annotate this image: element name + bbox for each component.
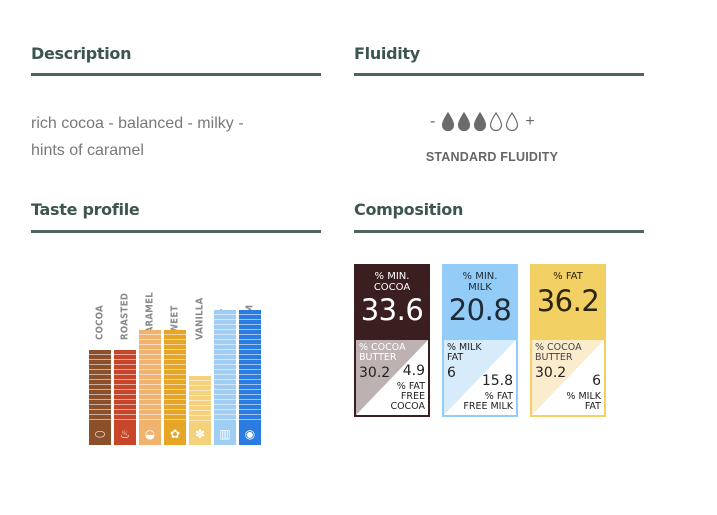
taste-label-cocoa: COCOA bbox=[94, 305, 106, 340]
drop-empty-icon bbox=[490, 112, 503, 132]
cocoa-value: 33.6 bbox=[360, 293, 424, 327]
vanilla-flower-icon: ✽ bbox=[189, 423, 211, 445]
description-heading: Description bbox=[31, 44, 132, 63]
fluidity-heading: Fluidity bbox=[354, 44, 420, 63]
taste-bar-vanilla bbox=[189, 376, 211, 424]
fat-free-milk-label-1: % FAT bbox=[484, 391, 513, 402]
fat-free-milk-label-2: FREE MILK bbox=[463, 401, 513, 412]
milk-glass-icon: ▥ bbox=[214, 423, 236, 445]
fat-free-cocoa-value: 4.9 bbox=[402, 363, 425, 379]
drop-empty-icon bbox=[506, 112, 519, 132]
fluidity-divider bbox=[354, 73, 644, 76]
flame-icon: ♨ bbox=[114, 423, 136, 445]
taste-bar-cream bbox=[239, 310, 261, 424]
description-divider bbox=[31, 73, 321, 76]
milk-label-1: % MIN. bbox=[462, 271, 498, 282]
taste-bar-milky bbox=[214, 310, 236, 424]
cocoa-butter-value: 30.2 bbox=[359, 365, 391, 381]
composition-fat-card: % FAT 36.2 % COCOA BUTTER 30.2 6 % MILK F… bbox=[530, 264, 606, 417]
description-line-1: rich cocoa - balanced - milky - bbox=[31, 115, 244, 132]
fluidity-scale: - + bbox=[426, 112, 539, 132]
fluidity-plus: + bbox=[525, 113, 535, 130]
fat-milk-fat-label-1: % MILK bbox=[566, 391, 601, 402]
cocoa-butter-label-2: BUTTER bbox=[359, 352, 397, 363]
fluidity-drops bbox=[441, 112, 519, 132]
taste-bar-caramel bbox=[139, 330, 161, 424]
candy-icon: ✿ bbox=[164, 423, 186, 445]
fat-cocoa-butter-label-2: BUTTER bbox=[535, 352, 573, 363]
milk-fat-value: 6 bbox=[447, 365, 456, 381]
drop-filled-icon bbox=[458, 112, 471, 132]
taste-label-vanilla: VANILLA bbox=[194, 297, 206, 340]
taste-bar-roasted bbox=[114, 350, 136, 424]
fat-label: % FAT bbox=[553, 271, 583, 282]
cocoa-butter-label-1: % COCOA bbox=[359, 342, 406, 353]
fat-free-cocoa-label-1: % FAT bbox=[396, 381, 425, 392]
fat-cocoa-butter-value: 30.2 bbox=[535, 365, 567, 381]
milk-label-2: MILK bbox=[468, 282, 492, 293]
fluidity-label: STANDARD FLUIDITY bbox=[425, 150, 559, 164]
description-line-2: hints of caramel bbox=[31, 142, 144, 159]
milk-fat-label-1: % MILK bbox=[447, 342, 482, 353]
cream-icon: ◉ bbox=[239, 423, 261, 445]
taste-profile-divider bbox=[31, 230, 321, 233]
drop-filled-icon bbox=[442, 112, 455, 132]
fat-milk-fat-label-2: FAT bbox=[584, 401, 601, 412]
composition-heading: Composition bbox=[354, 200, 464, 219]
cocoa-label-2: COCOA bbox=[373, 282, 411, 293]
composition-divider bbox=[354, 230, 644, 233]
cocoa-bean-icon: ⬭ bbox=[89, 423, 111, 445]
fluidity-minus: - bbox=[430, 113, 436, 130]
milk-value: 20.8 bbox=[448, 293, 512, 327]
drop-filled-icon bbox=[474, 112, 487, 132]
fat-free-cocoa-label-2: FREE bbox=[400, 391, 425, 402]
fat-cocoa-butter-label-1: % COCOA bbox=[535, 342, 582, 353]
taste-bar-sweet bbox=[164, 330, 186, 424]
cocoa-label-1: % MIN. bbox=[374, 271, 410, 282]
fat-milk-fat-value: 6 bbox=[592, 373, 601, 389]
milk-fat-label-2: FAT bbox=[447, 352, 464, 363]
taste-bar-cocoa bbox=[89, 350, 111, 424]
fat-value: 36.2 bbox=[536, 284, 600, 318]
taste-label-roasted: ROASTED bbox=[119, 292, 131, 340]
fat-free-cocoa-label-3: COCOA bbox=[390, 401, 425, 412]
description-text: rich cocoa - balanced - milky - hints of… bbox=[31, 110, 311, 164]
composition-milk-card: % MIN. MILK 20.8 % MILK FAT 6 15.8 % FAT … bbox=[442, 264, 518, 417]
caramel-icon: ◒ bbox=[139, 423, 161, 445]
composition-cocoa-card: % MIN. COCOA 33.6 % COCOA BUTTER 30.2 4.9… bbox=[354, 264, 430, 417]
taste-profile-heading: Taste profile bbox=[31, 200, 140, 219]
fat-free-milk-value: 15.8 bbox=[481, 373, 513, 389]
